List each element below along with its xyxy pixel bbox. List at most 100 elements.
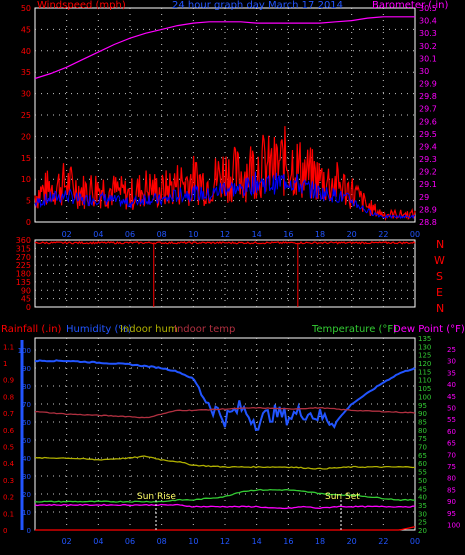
barometer-tick-label: 28.9	[419, 205, 437, 214]
rainfall-series	[35, 526, 416, 531]
humidity-tick-label: 100	[18, 347, 31, 355]
x-tick-label: 20	[347, 230, 357, 239]
rainfall-tick-label: 0.9	[3, 377, 14, 385]
dew-point-tick-label: 95	[447, 510, 456, 518]
barometer-tick-label: 30	[419, 67, 429, 76]
temperature-tick-label: 30	[418, 510, 427, 518]
temperature-tick-label: 40	[418, 494, 427, 502]
barometer-tick-label: 30.3	[419, 29, 437, 38]
windspeed-tick-label: 5	[26, 197, 31, 206]
rainfall-tick-label: 0.6	[3, 427, 15, 435]
series-layer	[20, 16, 416, 531]
rainfall-tick-label: 0.5	[3, 444, 14, 452]
indoor-hum-label: Indoor hum	[120, 324, 178, 335]
temperature-tick-label: 110	[418, 377, 431, 385]
temperature-tick-label: 70	[418, 444, 427, 452]
dew-point-tick-label: 75	[447, 463, 456, 471]
x-tick-label: 04	[93, 230, 103, 239]
x-tick-label: 12	[220, 230, 230, 239]
windspeed-tick-label: 10	[21, 175, 31, 184]
temperature-tick-label: 85	[418, 418, 427, 426]
indoor-temp-label: Indoor temp	[174, 324, 235, 335]
direction-letter-w: W	[434, 254, 445, 267]
dew-point-series	[34, 503, 416, 510]
barometer-tick-label: 29.8	[419, 92, 437, 101]
temperature-tick-label: 115	[418, 368, 431, 376]
barometer-tick-label: 29.7	[419, 105, 437, 114]
humidity-tick-label: 10	[22, 509, 31, 517]
x-tick-label: 12	[220, 537, 230, 546]
windspeed-tick-label: 20	[21, 132, 31, 141]
rainfall-tick-label: 1	[3, 360, 7, 368]
temperature-tick-label: 90	[418, 410, 427, 418]
humidity-tick-label: 0	[27, 527, 31, 535]
dew-point-tick-label: 80	[447, 475, 456, 483]
x-tick-label: 22	[378, 537, 388, 546]
rainfall-tick-label: 0.3	[3, 477, 14, 485]
x-tick-label: 00	[410, 537, 420, 546]
grid-layer	[35, 8, 415, 530]
barometer-tick-label: 29	[419, 193, 429, 202]
windspeed-tick-label: 40	[21, 47, 31, 56]
temperature-tick-label: 135	[418, 335, 431, 343]
humidity-tick-label: 70	[22, 401, 31, 409]
x-tick-label: 10	[188, 230, 198, 239]
barometer-tick-label: 30.1	[419, 54, 437, 63]
x-tick-label: 14	[252, 230, 262, 239]
windspeed-tick-label: 45	[21, 25, 31, 34]
barometer-tick-label: 28.8	[419, 218, 437, 227]
barometer-tick-label: 29.2	[419, 168, 437, 177]
rainfall-tick-label: 1.1	[3, 343, 14, 351]
temperature-tick-label: 45	[418, 485, 427, 493]
x-tick-label: 06	[125, 230, 135, 239]
humidity-axis-title: Humidity (%)	[66, 324, 132, 335]
barometer-tick-label: 30.2	[419, 42, 437, 51]
x-tick-label: 22	[378, 230, 388, 239]
dew-point-tick-label: 100	[447, 522, 460, 530]
temperature-tick-label: 95	[418, 402, 427, 410]
barometer-series	[34, 16, 415, 80]
rainfall-tick-label: 0.1	[3, 510, 14, 518]
rainfall-tick-label: 0.7	[3, 410, 14, 418]
x-tick-label: 08	[157, 537, 167, 546]
barometer-tick-label: 29.6	[419, 117, 437, 126]
x-tick-label: 02	[62, 537, 72, 546]
windspeed-axis-title: Windspeed (mph)	[37, 0, 126, 11]
humidity-tick-label: 20	[22, 491, 31, 499]
direction-tick-label: 135	[16, 278, 31, 287]
humidity-series	[34, 359, 416, 432]
x-tick-label: 20	[347, 537, 357, 546]
x-tick-label: 06	[125, 537, 135, 546]
temperature-tick-label: 65	[418, 452, 427, 460]
dew-point-tick-label: 90	[447, 498, 456, 506]
direction-letter-s: S	[436, 270, 443, 283]
x-tick-label: 14	[252, 537, 262, 546]
temperature-tick-label: 75	[418, 435, 427, 443]
temperature-tick-label: 60	[418, 460, 427, 468]
x-tick-label: 02	[62, 230, 72, 239]
rainfall-axis-title: Rainfall (.in)	[1, 324, 62, 335]
x-tick-label: 18	[315, 537, 325, 546]
x-tick-label: 00	[410, 230, 420, 239]
rainfall-tick-label: 0	[3, 527, 7, 535]
direction-tick-label: 90	[21, 286, 31, 295]
direction-tick-label: 45	[21, 295, 31, 304]
x-tick-label: 08	[157, 230, 167, 239]
dew-point-tick-label: 45	[447, 393, 456, 401]
barometer-tick-label: 30.5	[419, 4, 437, 13]
windspeed-tick-label: 0	[26, 218, 31, 227]
indoor-temp-series	[34, 406, 416, 419]
sun-rise-label: Sun Rise	[137, 492, 176, 502]
dew-point-axis-title: Dew Point (°F)	[393, 324, 465, 335]
wind-direction-series	[34, 240, 416, 245]
dew-point-tick-label: 65	[447, 440, 456, 448]
temperature-axis-title: Temperature (°F)	[311, 324, 397, 335]
barometer-tick-label: 29.9	[419, 80, 437, 89]
x-tick-label: 18	[315, 230, 325, 239]
dew-point-tick-label: 70	[447, 451, 456, 459]
direction-letter-n-bottom: N	[436, 302, 444, 315]
indoor-hum-series	[34, 455, 416, 470]
x-tick-label: 16	[283, 230, 293, 239]
temperature-tick-label: 20	[418, 527, 427, 535]
